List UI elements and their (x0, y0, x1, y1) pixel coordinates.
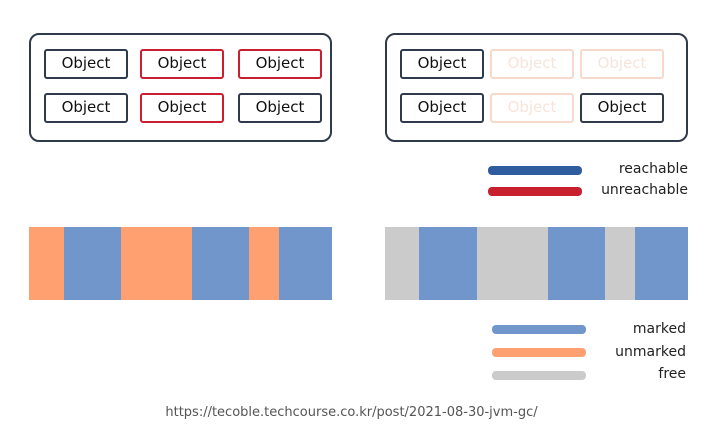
memory-segment-free (605, 227, 635, 300)
legend-marked-swatch (492, 325, 586, 334)
memory-segment-unmarked (29, 227, 64, 300)
legend-free-swatch (492, 371, 586, 380)
memory-segment-free (477, 227, 548, 300)
object-box-reachable: Object (44, 49, 128, 79)
heap-before-box: Object Object Object Object Object Objec… (29, 33, 332, 142)
legend-reachable-swatch (488, 166, 582, 175)
source-url: https://tecoble.techcourse.co.kr/post/20… (165, 405, 538, 420)
memory-segment-marked (192, 227, 249, 300)
memory-segment-marked (635, 227, 688, 300)
object-box-reachable: Object (44, 93, 128, 123)
object-box-unreachable: Object (140, 93, 224, 123)
legend-free-label: free (658, 366, 686, 382)
object-box-freed: Object (490, 93, 574, 123)
heap-after-box: Object Object Object Object Object Objec… (385, 33, 688, 142)
legend-unreachable-swatch (488, 187, 582, 196)
memory-segment-unmarked (249, 227, 279, 300)
memory-segment-unmarked (121, 227, 192, 300)
memory-strip-before (29, 227, 332, 300)
legend-unmarked-swatch (492, 348, 586, 357)
object-box-unreachable: Object (238, 49, 322, 79)
object-box-reachable: Object (580, 93, 664, 123)
legend-unmarked-label: unmarked (615, 344, 686, 360)
legend-marked-label: marked (632, 321, 686, 337)
memory-segment-marked (64, 227, 121, 300)
legend-reachable-label: reachable (618, 161, 688, 177)
object-box-reachable: Object (238, 93, 322, 123)
memory-segment-marked (419, 227, 477, 300)
object-box-freed: Object (580, 49, 664, 79)
legend-unreachable-label: unreachable (601, 182, 688, 198)
object-box-freed: Object (490, 49, 574, 79)
object-box-reachable: Object (400, 93, 484, 123)
object-box-unreachable: Object (140, 49, 224, 79)
memory-segment-marked (279, 227, 332, 300)
memory-segment-marked (548, 227, 605, 300)
memory-strip-after (385, 227, 688, 300)
memory-segment-free (385, 227, 419, 300)
object-box-reachable: Object (400, 49, 484, 79)
